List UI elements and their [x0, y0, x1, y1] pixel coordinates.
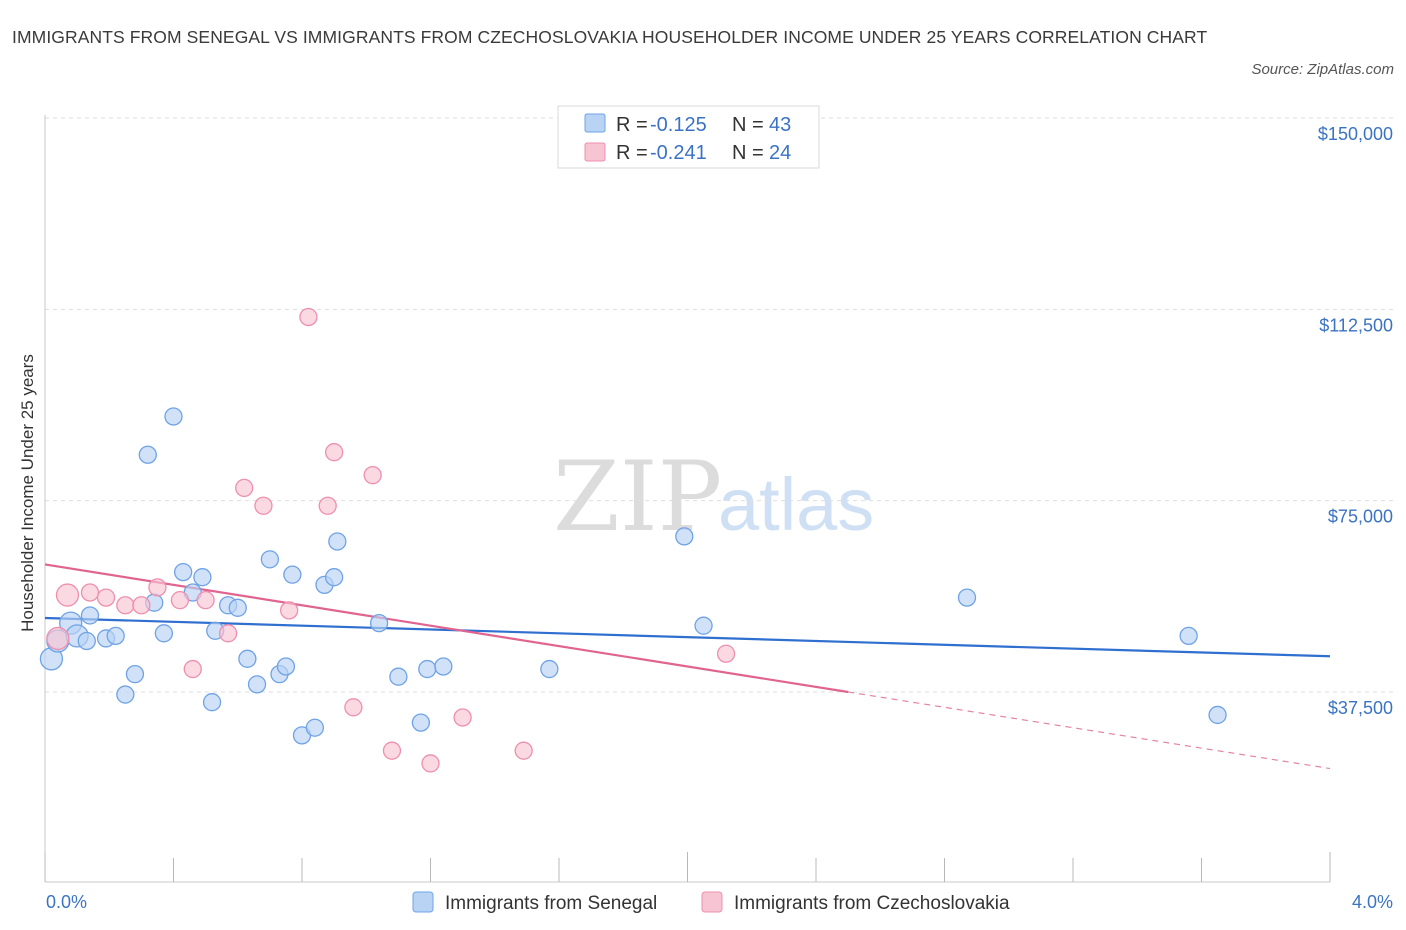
- data-point-s0-20: [238, 649, 257, 668]
- legend-r-value-czechoslovakia: -0.241: [650, 142, 707, 164]
- data-point-s0-32: [389, 667, 408, 686]
- x-tick-label-max: 4.0%: [1352, 892, 1393, 912]
- data-point-s0-11: [154, 624, 174, 643]
- data-point-s1-15: [318, 496, 337, 515]
- trend-line-1: [44, 563, 849, 694]
- series-legend-swatch-senegal: [412, 891, 434, 913]
- legend-r-label-senegal: R =: [616, 114, 648, 136]
- data-point-s1-3: [96, 588, 116, 607]
- data-point-s0-6: [106, 626, 125, 646]
- legend-n-value-czechoslovakia: 24: [769, 142, 791, 164]
- data-point-s0-22: [260, 550, 280, 569]
- legend-n-label-czechoslovakia: N =: [732, 142, 764, 164]
- data-point-s0-38: [694, 616, 713, 635]
- data-point-s0-40: [1179, 626, 1198, 646]
- data-point-s0-33: [411, 713, 431, 732]
- data-point-s0-30: [328, 532, 347, 551]
- data-point-s0-36: [540, 659, 559, 679]
- data-point-s0-21: [247, 675, 267, 694]
- data-point-s0-24: [276, 657, 296, 676]
- data-point-s0-9: [138, 445, 157, 464]
- data-point-s1-17: [344, 698, 363, 717]
- trend-line-0: [44, 616, 1331, 658]
- data-points: [39, 307, 1227, 773]
- data-point-s1-7: [170, 591, 190, 610]
- series-legend-label-senegal: Immigrants from Senegal: [445, 893, 657, 914]
- data-point-s1-1: [55, 583, 80, 607]
- data-point-s0-35: [434, 657, 453, 676]
- data-point-s0-27: [305, 718, 325, 737]
- series-legend: Immigrants from Senegal Immigrants from …: [412, 891, 1010, 914]
- y-tick-label-2: $75,000: [1328, 507, 1393, 527]
- data-point-s1-11: [235, 478, 254, 498]
- data-point-s0-42: [77, 631, 96, 651]
- data-point-s0-19: [228, 598, 247, 617]
- data-point-s0-34: [418, 659, 437, 679]
- data-point-s1-14: [299, 307, 318, 327]
- data-point-s1-10: [218, 624, 238, 643]
- data-point-s1-23: [716, 644, 736, 663]
- data-point-s0-37: [675, 527, 694, 546]
- data-point-s0-41: [1208, 705, 1227, 725]
- series-legend-label-czechoslovakia: Immigrants from Czechoslovakia: [734, 893, 1010, 914]
- data-point-s1-13: [279, 601, 299, 620]
- data-point-s1-5: [132, 596, 151, 615]
- legend-swatch-czechoslovakia: [584, 142, 606, 162]
- data-point-s1-16: [324, 443, 344, 462]
- x-ticks: [44, 852, 1331, 882]
- y-tick-labels: $150,000 $112,500 $75,000 $37,500: [1318, 124, 1393, 718]
- data-point-s0-16: [202, 693, 222, 712]
- chart-title: IMMIGRANTS FROM SENEGAL VS IMMIGRANTS FR…: [12, 27, 1208, 47]
- data-point-s0-4: [80, 606, 100, 625]
- y-tick-label-0: $150,000: [1318, 124, 1393, 144]
- trend-lines: [44, 563, 1331, 770]
- chart-source: Source: ZipAtlas.com: [1251, 61, 1394, 78]
- data-point-s1-19: [382, 741, 402, 760]
- data-point-s0-31: [369, 613, 389, 633]
- data-point-s0-12: [164, 407, 183, 426]
- y-tick-label-1: $112,500: [1319, 315, 1393, 335]
- legend-swatch-senegal: [584, 113, 606, 133]
- legend-r-label-czechoslovakia: R =: [616, 142, 648, 164]
- data-point-s1-12: [254, 496, 273, 515]
- data-point-s0-25: [283, 565, 302, 584]
- data-point-s1-18: [363, 466, 382, 485]
- data-point-s0-15: [193, 568, 212, 587]
- data-point-s1-0: [46, 626, 70, 651]
- data-point-s1-21: [453, 708, 472, 727]
- data-point-s1-2: [80, 583, 100, 602]
- legend-n-label-senegal: N =: [732, 114, 764, 136]
- watermark-atlas: atlas: [718, 463, 874, 546]
- legend-n-value-senegal: 43: [769, 114, 791, 136]
- data-point-s1-8: [183, 659, 202, 679]
- legend-r-value-senegal: -0.125: [650, 114, 707, 136]
- data-point-s1-20: [421, 754, 440, 773]
- correlation-legend: R = -0.125 N = 43 R = -0.241 N = 24: [557, 105, 820, 169]
- data-point-s0-29: [324, 568, 344, 587]
- data-point-s0-13: [173, 562, 193, 582]
- series-legend-swatch-czechoslovakia: [701, 891, 723, 913]
- watermark-zip: ZIP: [553, 441, 722, 553]
- data-point-s0-8: [125, 664, 145, 684]
- data-point-s0-39: [957, 588, 977, 607]
- y-tick-label-3: $37,500: [1328, 698, 1393, 718]
- x-tick-label-min: 0.0%: [46, 892, 87, 912]
- y-axis-label: Householder Income Under 25 years: [18, 354, 37, 632]
- data-point-s1-22: [514, 741, 533, 760]
- gridlines: [45, 117, 1395, 693]
- trend-line-extension-1: [848, 691, 1331, 770]
- data-point-s1-4: [116, 596, 135, 615]
- data-point-s1-9: [196, 591, 215, 610]
- data-point-s1-6: [148, 578, 167, 597]
- data-point-s0-7: [116, 685, 135, 704]
